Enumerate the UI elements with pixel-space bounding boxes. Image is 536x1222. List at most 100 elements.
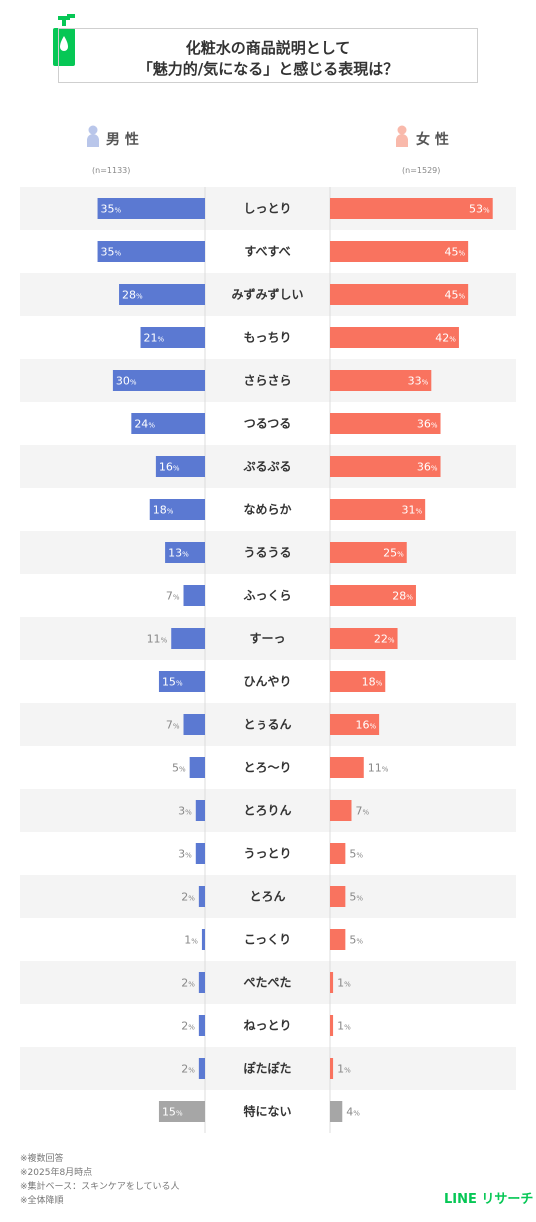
female-bar (330, 1015, 334, 1036)
female-bar (330, 542, 407, 563)
category-label: ぷるぷる (242, 460, 291, 474)
female-value-label: 7% (355, 805, 369, 818)
female-sample-size: (n=1529) (402, 166, 441, 175)
row-background (20, 531, 516, 574)
male-bar (183, 585, 205, 606)
female-value-label: 4% (346, 1106, 360, 1119)
female-value-label: 45% (444, 246, 465, 259)
male-bar (158, 1101, 205, 1122)
category-label: みずみずしい (231, 287, 303, 302)
category-label: とろりん (243, 804, 291, 818)
category-label: とろ〜り (243, 761, 291, 775)
category-label: うるうる (243, 546, 291, 560)
female-value-label: 1% (337, 977, 351, 990)
chart-title-line-2: 「魅力的/気になる」と感じる表現は？ (137, 60, 399, 78)
category-label: ぽたぽた (243, 1061, 291, 1076)
category-label: 特にない (243, 1104, 291, 1119)
male-bar (198, 886, 205, 907)
male-value-label: 2% (181, 977, 195, 990)
category-label: こっくり (244, 933, 291, 947)
male-value-label: 7% (166, 590, 180, 603)
female-bar (330, 241, 469, 262)
male-bar (97, 241, 205, 262)
male-bar (198, 1058, 205, 1079)
male-bar (195, 843, 205, 864)
female-bar (330, 585, 416, 606)
category-label: ねっとり (243, 1019, 291, 1033)
male-bar (165, 542, 205, 563)
female-bar (330, 886, 346, 907)
male-value-label: 3% (178, 805, 192, 818)
male-bar (119, 284, 205, 305)
male-bar (131, 413, 205, 434)
category-label: さらさら (243, 374, 291, 388)
row-background (20, 789, 516, 832)
category-label: つるつる (244, 417, 292, 431)
footnote-3: ※集計ベース：スキンケアをしている人 (20, 1182, 180, 1192)
female-bar (330, 843, 346, 864)
male-bar (158, 671, 205, 692)
female-bar (330, 972, 334, 993)
female-value-label: 53% (469, 203, 490, 216)
male-sample-size: (n=1133) (92, 166, 131, 175)
male-bar (195, 800, 205, 821)
male-value-label: 21% (144, 332, 165, 345)
female-bar (330, 628, 398, 649)
male-bar (155, 456, 205, 477)
female-value-label: 36% (417, 418, 438, 431)
female-value-label: 5% (349, 848, 363, 861)
male-value-label: 35% (101, 246, 122, 259)
female-bar (330, 714, 380, 735)
female-value-label: 42% (435, 332, 456, 345)
male-label: 男 性 (106, 132, 139, 148)
category-label: なめらか (243, 503, 291, 517)
female-value-label: 11% (368, 762, 389, 775)
male-value-label: 28% (122, 289, 143, 302)
row-background (20, 703, 516, 746)
male-value-label: 2% (181, 1020, 195, 1033)
male-value-label: 35% (101, 203, 122, 216)
category-label: とぅるん (243, 718, 291, 732)
male-bar (112, 370, 205, 391)
female-bar (330, 1101, 343, 1122)
female-bar (330, 456, 441, 477)
row-background (20, 961, 516, 1004)
male-bar (198, 1015, 205, 1036)
female-bar (330, 499, 426, 520)
line-research-logo: LINE リサーチ (444, 1192, 534, 1207)
male-value-label: 30% (116, 375, 137, 388)
male-value-label: 3% (178, 848, 192, 861)
category-label: うっとり (243, 847, 291, 861)
male-value-label: 2% (181, 891, 195, 904)
male-value-label: 5% (172, 762, 186, 775)
chart-title-box: 化粧水の商品説明として 「魅力的/気になる」と感じる表現は？ (58, 28, 478, 83)
female-value-label: 1% (337, 1020, 351, 1033)
female-value-label: 5% (349, 891, 363, 904)
male-bar (149, 499, 205, 520)
female-bar (330, 198, 493, 219)
category-label: ひんやり (243, 675, 291, 689)
female-person-icon (396, 125, 408, 147)
female-value-label: 31% (402, 504, 423, 517)
category-label: しっとり (243, 202, 291, 216)
male-bar (183, 714, 205, 735)
category-label: ぺたぺた (243, 976, 291, 990)
female-bar (330, 757, 364, 778)
female-bar (330, 413, 441, 434)
male-value-label: 15% (162, 676, 183, 689)
female-bar (330, 327, 459, 348)
chart-title-line-1: 化粧水の商品説明として (185, 39, 351, 57)
female-bar (330, 1058, 334, 1079)
row-background (20, 617, 516, 660)
footnote-4: ※全体降順 (20, 1196, 64, 1206)
footnote-2: ※2025年8月時点 (20, 1168, 93, 1178)
footnote-1: ※複数回答 (20, 1154, 64, 1164)
male-value-label: 2% (181, 1063, 195, 1076)
female-value-label: 22% (374, 633, 395, 646)
male-bar (201, 929, 205, 950)
male-person-icon (87, 125, 99, 147)
male-bar (198, 972, 205, 993)
male-bar (189, 757, 205, 778)
female-value-label: 25% (383, 547, 404, 560)
